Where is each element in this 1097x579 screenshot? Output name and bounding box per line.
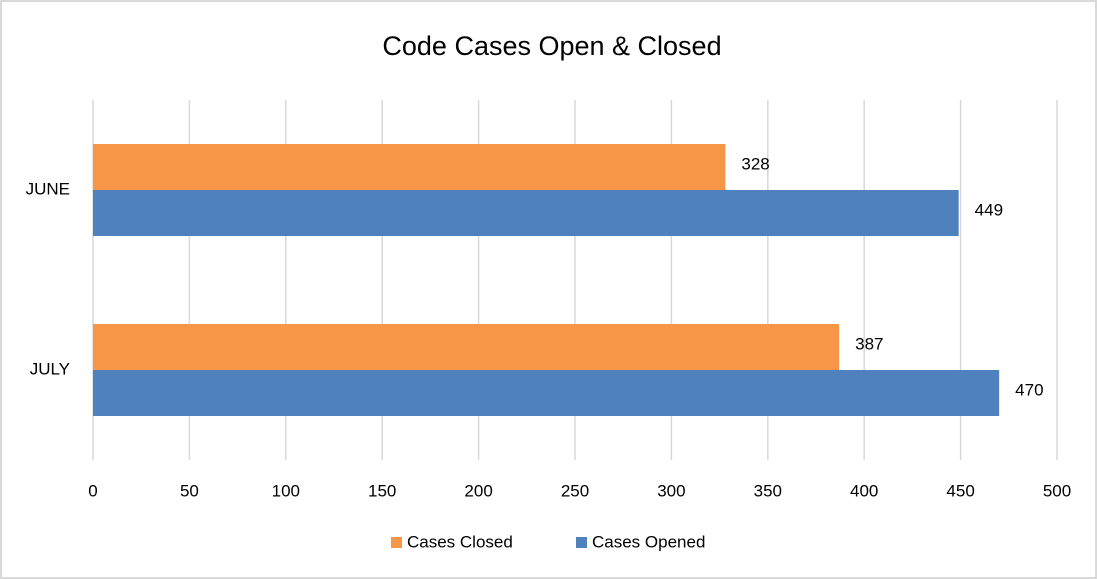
legend-label: Cases Opened bbox=[592, 532, 705, 551]
bar bbox=[93, 144, 726, 190]
legend-swatch bbox=[576, 537, 587, 548]
x-tick-label: 250 bbox=[561, 481, 589, 500]
y-tick-label: JUNE bbox=[26, 179, 70, 198]
data-label: 328 bbox=[741, 154, 769, 173]
x-tick-label: 400 bbox=[850, 481, 878, 500]
y-tick-label: JULY bbox=[30, 359, 70, 378]
data-label: 387 bbox=[855, 334, 883, 353]
legend-label: Cases Closed bbox=[407, 532, 513, 551]
x-tick-label: 500 bbox=[1043, 481, 1071, 500]
x-tick-label: 150 bbox=[368, 481, 396, 500]
x-tick-label: 350 bbox=[754, 481, 782, 500]
bar bbox=[93, 370, 1000, 416]
legend-swatch bbox=[391, 537, 402, 548]
x-tick-label: 0 bbox=[88, 481, 97, 500]
data-label: 470 bbox=[1015, 380, 1043, 399]
x-tick-label: 300 bbox=[657, 481, 685, 500]
x-tick-label: 200 bbox=[464, 481, 492, 500]
bar bbox=[93, 324, 840, 370]
x-tick-label: 450 bbox=[946, 481, 974, 500]
x-tick-label: 100 bbox=[272, 481, 300, 500]
bar bbox=[93, 190, 959, 236]
data-label: 449 bbox=[975, 200, 1003, 219]
x-tick-label: 50 bbox=[180, 481, 199, 500]
chart-title: Code Cases Open & Closed bbox=[382, 31, 721, 61]
